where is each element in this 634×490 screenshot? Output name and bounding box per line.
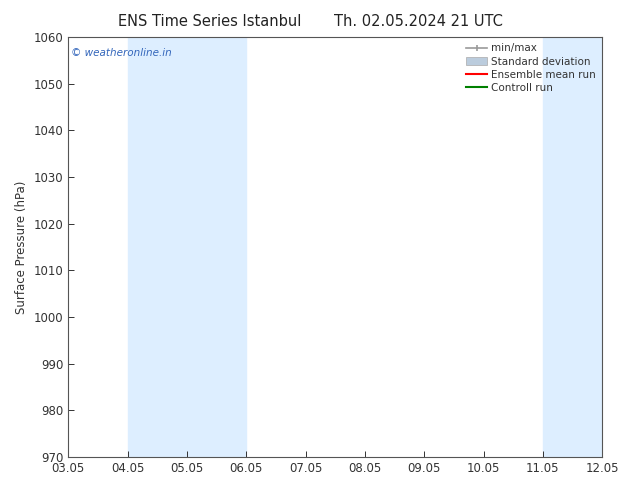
Text: ENS Time Series Istanbul: ENS Time Series Istanbul: [117, 14, 301, 29]
Bar: [127, 37, 187, 457]
Bar: [602, 37, 634, 457]
Y-axis label: Surface Pressure (hPa): Surface Pressure (hPa): [15, 180, 28, 314]
Legend: min/max, Standard deviation, Ensemble mean run, Controll run: min/max, Standard deviation, Ensemble me…: [462, 39, 600, 97]
Bar: [187, 37, 246, 457]
Text: Th. 02.05.2024 21 UTC: Th. 02.05.2024 21 UTC: [334, 14, 503, 29]
Bar: [543, 37, 602, 457]
Text: © weatheronline.in: © weatheronline.in: [71, 48, 172, 58]
